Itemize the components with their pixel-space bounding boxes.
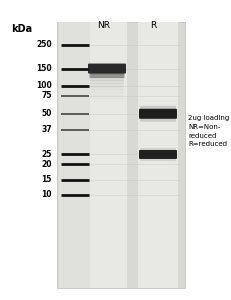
Text: 10: 10	[41, 190, 52, 200]
Text: 2ug loading
NR=Non-
reduced
R=reduced: 2ug loading NR=Non- reduced R=reduced	[187, 115, 228, 147]
FancyBboxPatch shape	[138, 150, 176, 159]
FancyBboxPatch shape	[138, 109, 176, 119]
Bar	[87, 22, 126, 288]
FancyBboxPatch shape	[139, 106, 175, 122]
Text: 20: 20	[41, 160, 52, 169]
FancyBboxPatch shape	[88, 64, 125, 74]
Bar	[59, 22, 90, 288]
Text: 100: 100	[36, 81, 52, 90]
Bar	[137, 22, 177, 288]
Text: R: R	[149, 21, 155, 30]
Text: NR: NR	[97, 21, 110, 30]
FancyBboxPatch shape	[89, 73, 124, 78]
Text: 50: 50	[41, 109, 52, 118]
Text: 15: 15	[41, 175, 52, 184]
Text: 25: 25	[41, 150, 52, 159]
Text: 250: 250	[36, 40, 52, 49]
Text: 150: 150	[36, 64, 52, 73]
Bar	[57, 22, 184, 288]
Text: 37: 37	[41, 125, 52, 134]
FancyBboxPatch shape	[139, 148, 175, 161]
Text: kDa: kDa	[11, 24, 32, 34]
Text: 75: 75	[41, 92, 52, 100]
